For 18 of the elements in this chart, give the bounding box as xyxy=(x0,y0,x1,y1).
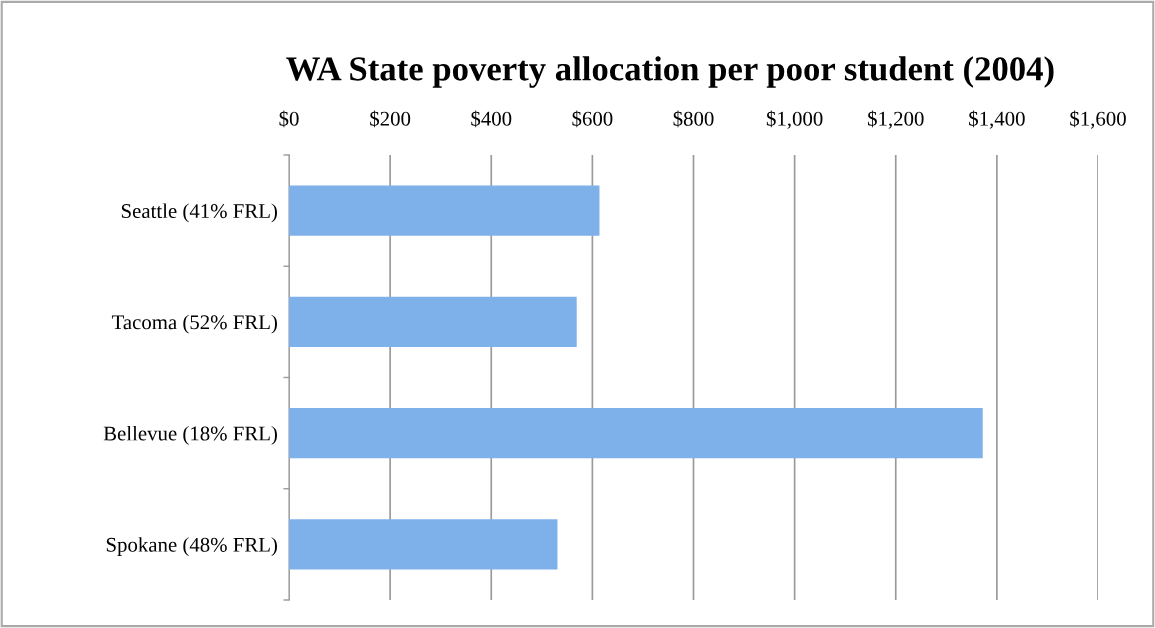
x-tick-label: $1,400 xyxy=(969,110,1025,129)
x-tick-label: $1,000 xyxy=(766,110,823,129)
x-tick-label: $1,600 xyxy=(1070,110,1126,129)
x-tick-label: $800 xyxy=(673,110,714,128)
x-tick-label: $600 xyxy=(572,110,613,128)
x-tick-label: $1,200 xyxy=(868,110,924,129)
y-tick-label: Bellevue (18% FRL) xyxy=(103,425,277,445)
bar xyxy=(289,519,558,570)
x-tick-label: $400 xyxy=(471,110,512,128)
x-tick-label: $200 xyxy=(370,110,411,128)
y-tick-label: Seattle (41% FRL) xyxy=(121,203,277,223)
y-tick-label: Tacoma (52% FRL) xyxy=(111,314,277,334)
y-tick-label: Spokane (48% FRL) xyxy=(106,537,277,557)
x-tick-label: $0 xyxy=(279,110,299,128)
bar xyxy=(289,408,983,459)
bar xyxy=(289,296,577,347)
bar xyxy=(289,185,600,236)
chart-title: WA State poverty allocation per poor student (2004) xyxy=(286,56,1054,88)
